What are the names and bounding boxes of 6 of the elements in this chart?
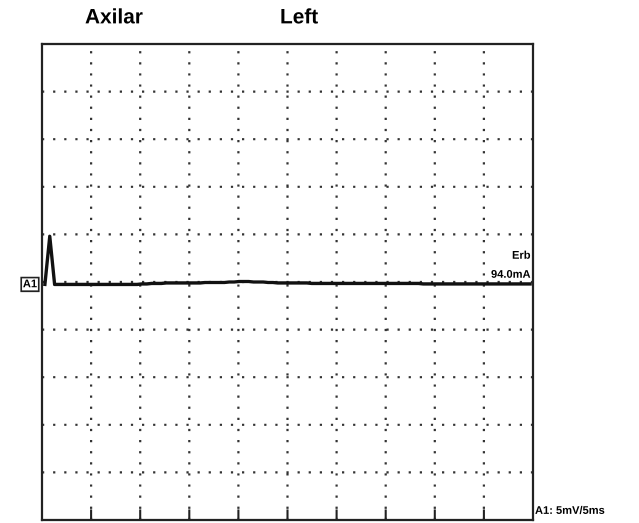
annotation: 94.0mA (491, 270, 530, 278)
annotation: Erb (512, 250, 530, 259)
chart-subtitle: Left (281, 8, 318, 24)
chart-title: Axilar (86, 8, 143, 24)
text: A1 (23, 280, 37, 288)
text: A1: 5mV/5ms (535, 506, 604, 514)
